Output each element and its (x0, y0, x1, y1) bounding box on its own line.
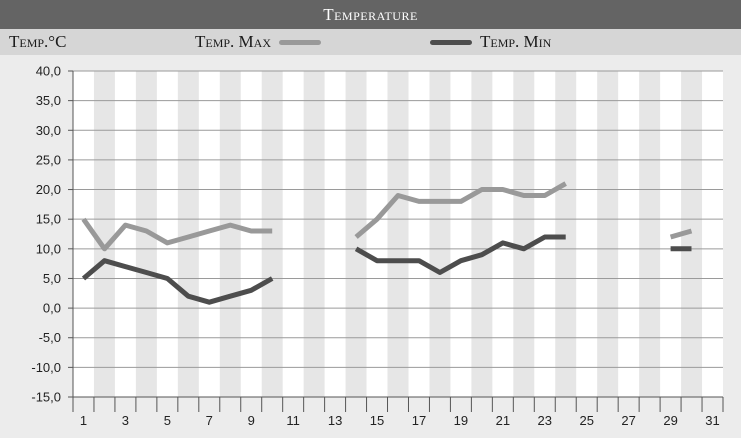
legend-swatch-temp-min (430, 39, 472, 45)
y-tick-label: -15,0 (31, 390, 61, 405)
y-tick-label: 35,0 (36, 93, 61, 108)
y-tick-label: 40,0 (36, 64, 61, 79)
y-tick-label: 10,0 (36, 241, 61, 256)
x-tick-label: 21 (496, 413, 510, 428)
x-tick-label: 29 (663, 413, 677, 428)
y-tick-label: -10,0 (31, 360, 61, 375)
day-column-band (93, 71, 115, 397)
y-tick-label: 30,0 (36, 123, 61, 138)
day-column-band (639, 71, 661, 397)
x-tick-label: 15 (370, 413, 384, 428)
day-column-band (513, 71, 535, 397)
legend-bar: Temp.°C Temp. Max Temp. Min (0, 29, 741, 55)
day-column-band (177, 71, 199, 397)
x-tick-label: 31 (705, 413, 719, 428)
day-column-band (387, 71, 409, 397)
x-tick-label: 9 (248, 413, 255, 428)
day-column-band (681, 71, 703, 397)
day-column-band (597, 71, 619, 397)
x-tick-label: 27 (621, 413, 635, 428)
series-line-temp-min (354, 234, 566, 275)
x-tick-label: 11 (286, 413, 300, 428)
y-tick-label: 15,0 (36, 212, 61, 227)
x-tick-label: 17 (412, 413, 426, 428)
y-tick-label: 0,0 (43, 301, 61, 316)
day-column-band (303, 71, 325, 397)
x-tick-label: 7 (206, 413, 213, 428)
series-line-temp-max (669, 228, 693, 240)
x-tick-label: 25 (579, 413, 593, 428)
y-axis-unit-label: Temp.°C (9, 32, 67, 51)
x-tick-label: 13 (328, 413, 342, 428)
legend-swatch-temp-max (279, 39, 322, 45)
line-chart: 40,0 35,0 30,0 25,0 20,0 15,0 10,0 5,0 0,0 -5,0 -1… (31, 64, 724, 428)
plot-area: 40,0 35,0 30,0 25,0 20,0 15,0 10,0 5,0 0,0 -5,0 -1… (0, 55, 741, 438)
series-line-temp-min (81, 258, 274, 305)
day-column-band (219, 71, 241, 397)
x-tick-label: 19 (454, 413, 468, 428)
y-tick-label: 25,0 (36, 152, 61, 167)
y-tick-label: -5,0 (39, 330, 61, 345)
chart-title: Temperature (0, 0, 741, 29)
day-column-band (261, 71, 283, 397)
x-tick-label: 5 (164, 413, 171, 428)
x-tick-label: 1 (80, 413, 87, 428)
x-tick-label: 3 (122, 413, 129, 428)
legend-label-temp-min: Temp. Min (480, 32, 552, 51)
x-tick-label: 23 (538, 413, 552, 428)
series-line-temp-max (81, 217, 273, 252)
day-column-band (135, 71, 157, 397)
y-tick-label: 20,0 (36, 182, 61, 197)
day-column-band (555, 71, 577, 397)
series-line-temp-max (354, 181, 567, 239)
day-column-band (429, 71, 451, 397)
legend-item-temp-min: Temp. Min (430, 32, 551, 52)
day-column-band (471, 71, 493, 397)
legend-label-temp-max: Temp. Max (195, 32, 272, 51)
y-tick-label: 5,0 (43, 271, 61, 286)
legend-item-temp-max: Temp. Max (195, 32, 322, 52)
